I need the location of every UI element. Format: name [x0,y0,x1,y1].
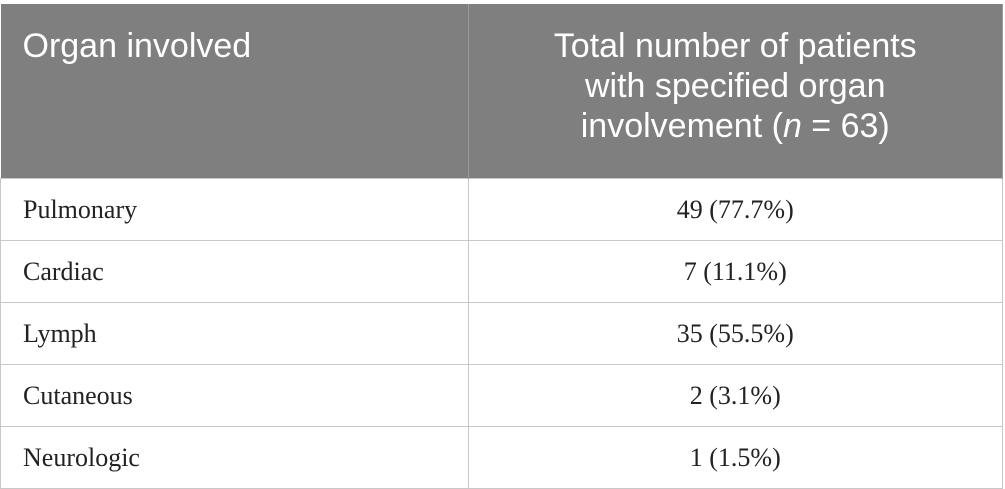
table-cell: Pulmonary [0,178,469,241]
table-cell: 1 (1.5%) [467,426,1003,489]
table-cell: Cardiac [0,240,469,303]
header-text: = 63) [801,107,890,145]
header-text: Total number of patients with specified … [553,27,917,145]
header-row: Organ involved Total number of patients … [0,4,1003,179]
table-cell: 2 (3.1%) [467,364,1003,427]
table-row: Lymph 35 (55.5%) [0,302,1003,365]
table-cell: 7 (11.1%) [467,240,1003,303]
table-row: Neurologic 1 (1.5%) [0,426,1003,489]
table-row: Cutaneous 2 (3.1%) [0,364,1003,427]
table-cell: Lymph [0,302,469,365]
table-body: Pulmonary 49 (77.7%) Cardiac 7 (11.1%) Lymph… [0,178,1003,489]
table-row: Pulmonary 49 (77.7%) [0,178,1003,241]
header-cell: Organ involved [0,4,469,179]
table-cell: Neurologic [0,426,469,489]
table-row: Cardiac 7 (11.1%) [0,240,1003,303]
header-text: n [782,107,802,145]
header-cell: Total number of patients with specified … [468,4,1003,179]
table: Organ involved Total number of patients … [0,4,1003,489]
table-cell: Cutaneous [0,364,469,427]
table-cell: 49 (77.7%) [467,178,1003,241]
table-cell: 35 (55.5%) [467,302,1003,365]
